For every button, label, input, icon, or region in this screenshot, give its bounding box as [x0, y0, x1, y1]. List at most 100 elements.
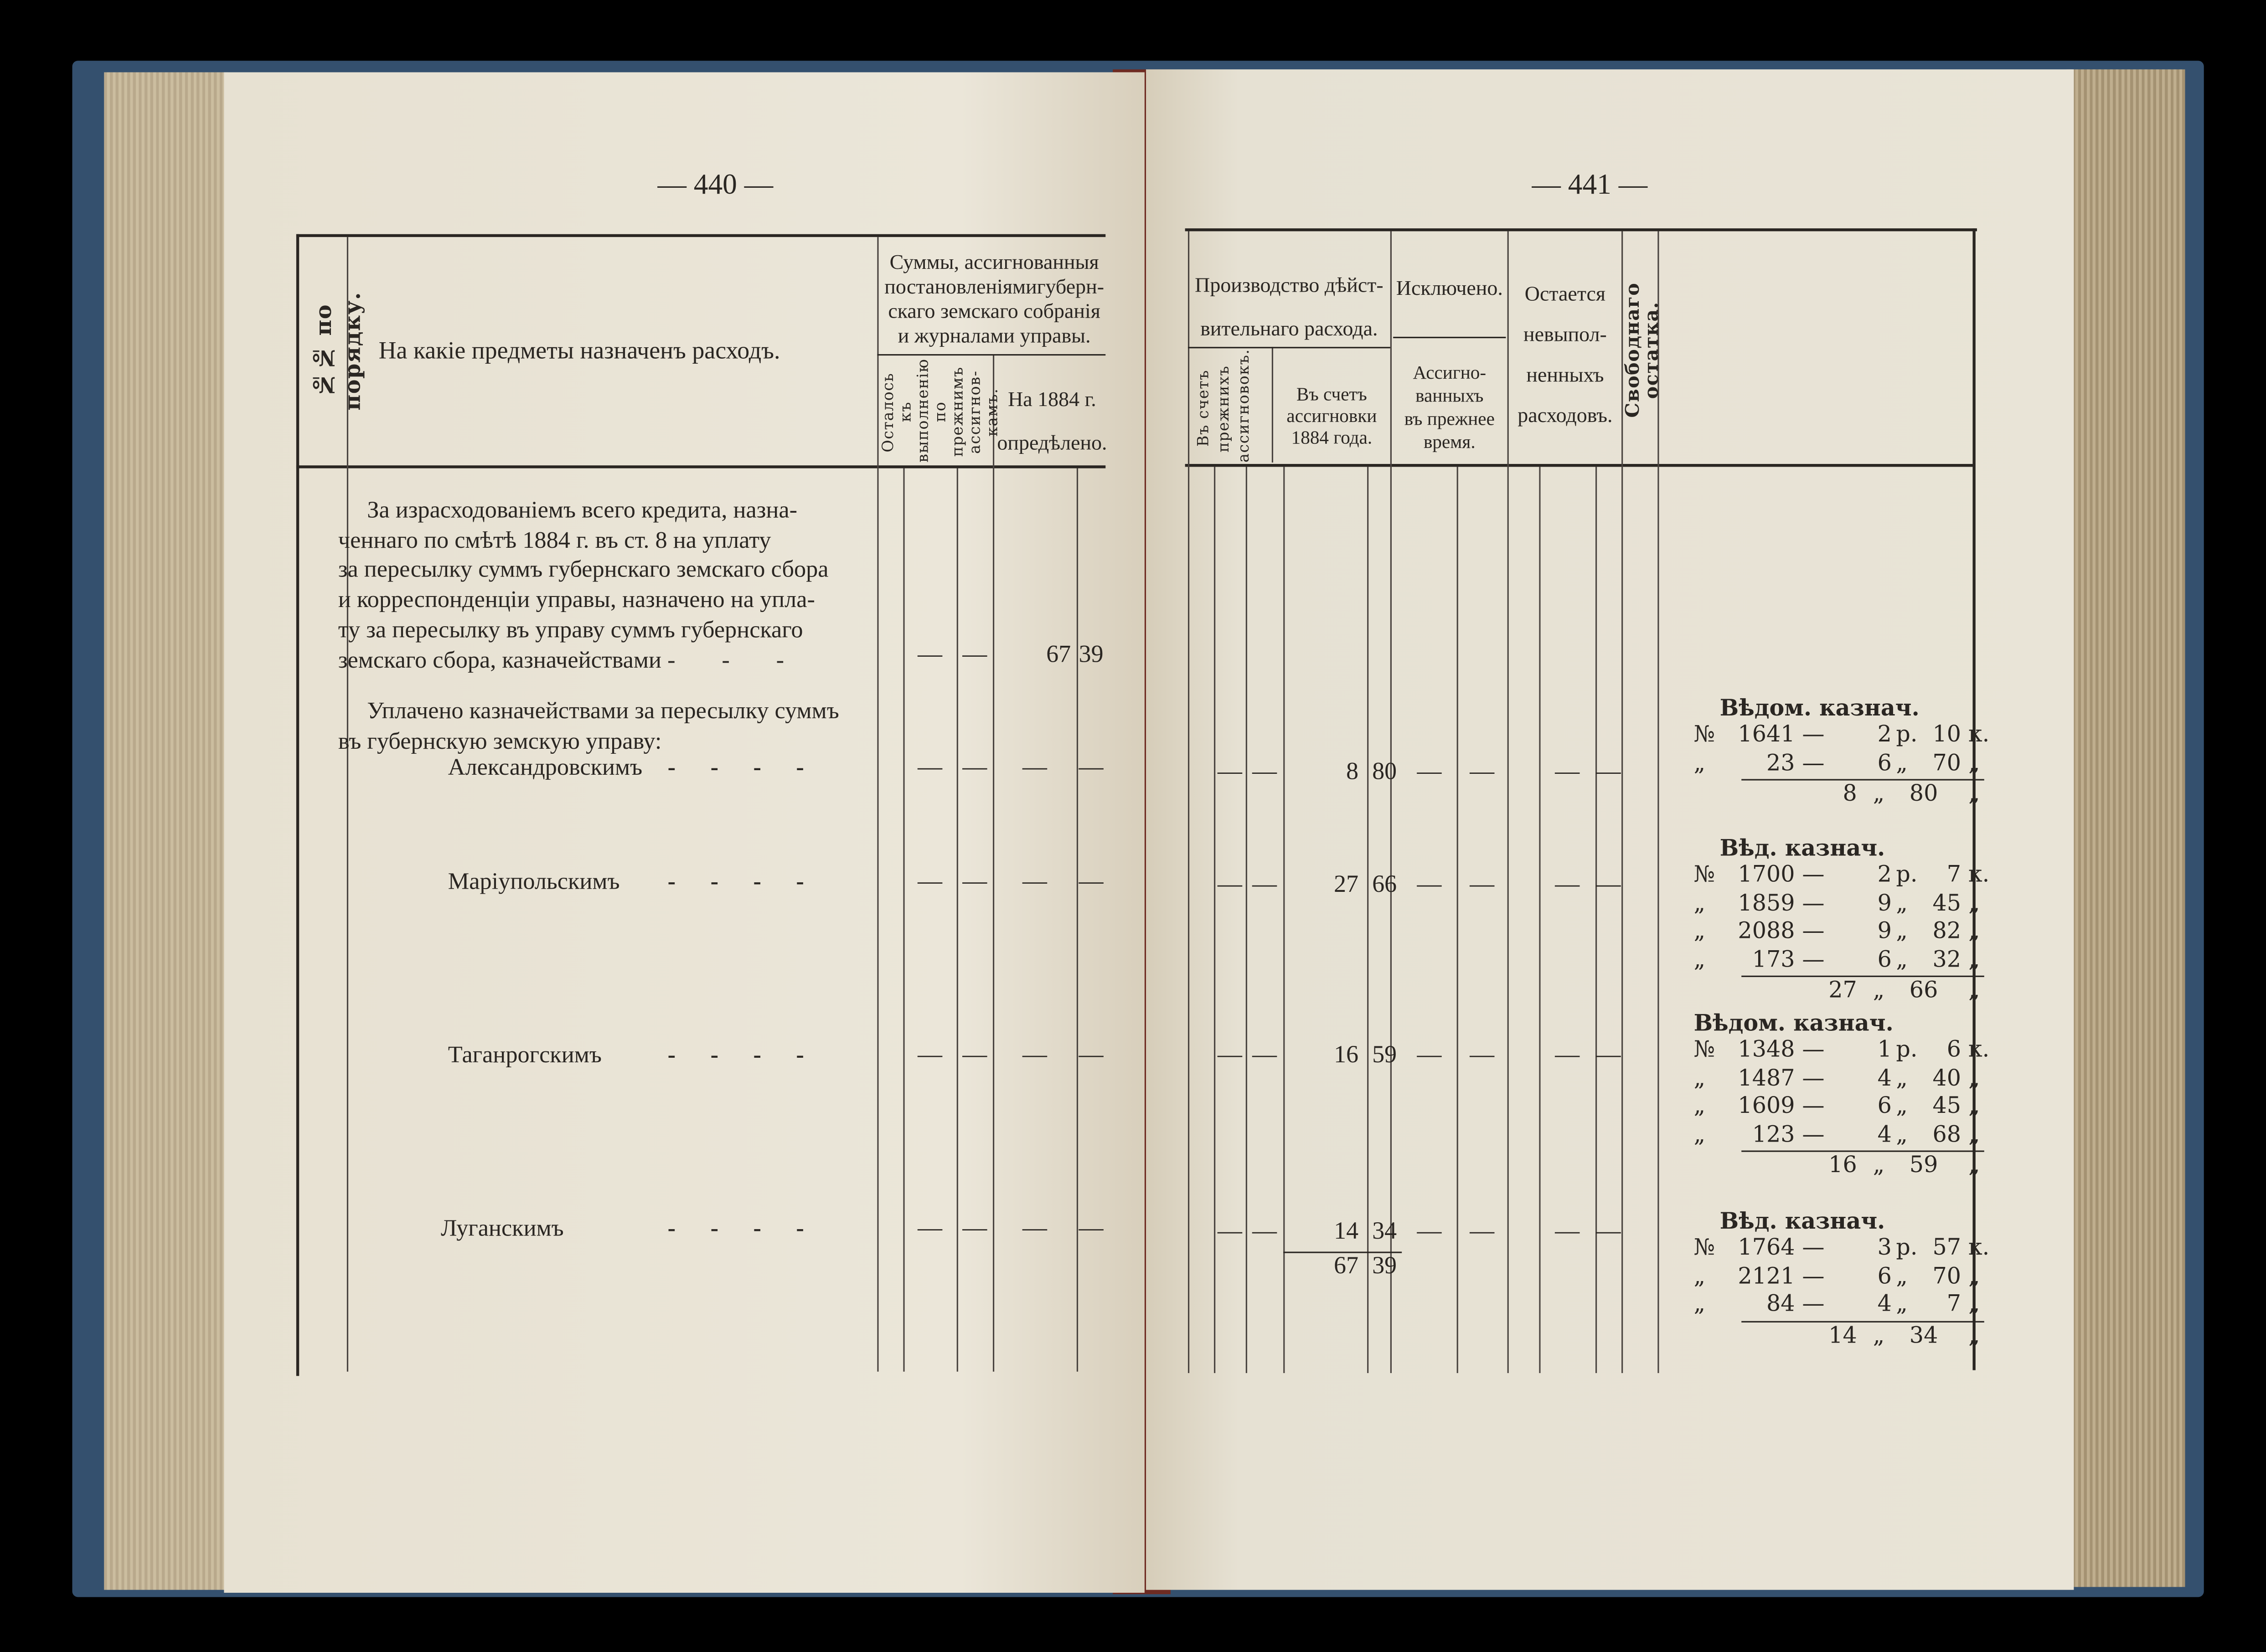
- column-divider: [1657, 231, 1659, 1373]
- year-column-header: На 1884 г. опредѣлено.: [996, 379, 1108, 465]
- text-span: Уплачено казначействами за пересылку сум…: [367, 696, 839, 724]
- text-span: въ прежнее: [1404, 407, 1495, 429]
- table-rule: [1187, 347, 1390, 349]
- text-span: „: [1968, 1092, 1980, 1119]
- value-cell: —: [1417, 1217, 1442, 1245]
- text-span: ассигновки: [1286, 405, 1377, 427]
- sum-rule: [1741, 975, 1984, 977]
- text-span: 57: [1932, 1234, 1961, 1261]
- right-page-edges: [2066, 69, 2185, 1587]
- text-span: „: [1968, 1291, 1980, 1317]
- value-cell: —: [1555, 870, 1580, 898]
- sums-column-header: Суммы, ассигнованныя постановленіямигубер…: [880, 252, 1109, 350]
- value-cell: —: [1555, 757, 1580, 785]
- value-cell: 34: [1372, 1217, 1397, 1245]
- sum-rule: [1741, 1150, 1984, 1152]
- note-row: № 1348 — 1 р. 6 к.: [1694, 1036, 1990, 1064]
- text-span: опредѣлено.: [997, 432, 1107, 456]
- column-divider: [1390, 231, 1392, 1373]
- value-cell: —: [1596, 870, 1621, 898]
- text-span: 173: [1752, 946, 1795, 972]
- text-span: 82: [1932, 917, 1961, 944]
- text-span: „: [1968, 977, 1980, 1004]
- excluded-prior-header: Ассигно-ванныхъ въ прежнее время.: [1392, 361, 1507, 454]
- table-top-rule: [1185, 228, 1977, 232]
- note-row: „ 173—6 „ 32 „: [1694, 946, 1983, 973]
- text-span: 16: [1828, 1152, 1857, 1178]
- text-span: „: [1968, 1152, 1980, 1178]
- text-span: Остается: [1524, 283, 1606, 307]
- column-divider: [1214, 467, 1216, 1373]
- note-row: № 1641 — 2 р. 10 к.: [1693, 721, 1990, 749]
- text-span: 2: [1877, 861, 1892, 888]
- value-cell: —: [1596, 757, 1621, 785]
- table-rule: [877, 354, 1106, 356]
- value-cell: —: [1217, 1040, 1242, 1068]
- text-span: —: [1802, 917, 1825, 944]
- actual-expense-header: Производство дѣйст-вительнаго расхода.: [1188, 264, 1390, 351]
- value-cell: —: [1079, 1214, 1104, 1242]
- text-span: 8: [1843, 780, 1857, 807]
- text-span: На 1884 г.: [1008, 389, 1096, 412]
- text-span: „: [1968, 1262, 1980, 1289]
- value-cell: —: [918, 1214, 943, 1242]
- text-span: 3: [1877, 1234, 1892, 1261]
- text-span: „: [1968, 780, 1980, 807]
- value-cell: 16: [1334, 1040, 1359, 1068]
- text-span: 4: [1877, 1064, 1892, 1091]
- text-span: 80: [1909, 780, 1938, 807]
- text-span: „: [1968, 917, 1980, 944]
- table-rule: [1393, 336, 1506, 339]
- text-span: №: [1693, 721, 1715, 747]
- value-cell: —: [1417, 757, 1442, 785]
- left-page: [224, 72, 1145, 1593]
- text-span: „: [1693, 1092, 1706, 1119]
- text-span: - - -: [667, 645, 805, 673]
- text-span: 34: [1909, 1322, 1938, 1348]
- text-span: 2088: [1738, 917, 1795, 944]
- text-span: невыпол-: [1523, 324, 1607, 347]
- value-cell: —: [1079, 753, 1104, 781]
- text-span: 6: [1877, 1092, 1892, 1119]
- text-span: „: [1693, 1291, 1706, 1317]
- dot-leader: - - - -: [667, 1040, 819, 1068]
- text-span: 6: [1946, 1036, 1961, 1063]
- text-span: ассигнов-: [966, 370, 984, 454]
- note-total: 14 „ 34 „: [1694, 1322, 1983, 1349]
- column-divider: [1595, 467, 1597, 1373]
- note-row: „ 84—4 „ 7 „: [1694, 1291, 1983, 1318]
- text-span: 14: [1828, 1322, 1857, 1348]
- text-span: 23: [1766, 749, 1795, 776]
- text-span: „: [1873, 1152, 1885, 1178]
- text-span: 1348: [1738, 1036, 1795, 1063]
- column-divider: [1076, 468, 1079, 1372]
- value-cell: —: [1470, 757, 1495, 785]
- note-heading: Вѣд. казнач.: [1719, 1207, 1885, 1235]
- text-span: —: [1802, 1121, 1825, 1147]
- value-cell: —: [1596, 1217, 1621, 1245]
- text-span: к.: [1968, 721, 1990, 747]
- dot-leader: - - - -: [667, 753, 819, 781]
- text-span: р.: [1896, 1036, 1918, 1063]
- text-span: „: [1968, 946, 1980, 972]
- value-cell: —: [1252, 870, 1277, 898]
- text-span: время.: [1423, 431, 1476, 453]
- text-span: „: [1693, 946, 1706, 972]
- value-cell: 59: [1372, 1040, 1397, 1068]
- text-span: въ губернскую земскую управу:: [338, 726, 662, 754]
- value-cell: —: [918, 753, 943, 781]
- column-divider: [1539, 467, 1541, 1373]
- dot-leader: - - - -: [667, 1214, 819, 1242]
- text-span: —: [1802, 890, 1825, 916]
- text-span: 66: [1909, 977, 1938, 1004]
- note-total: 27 „ 66 „: [1694, 977, 1983, 1004]
- excluded-header: Исключено.: [1396, 277, 1503, 301]
- item-label: Луганскимъ: [440, 1214, 564, 1242]
- paragraph-credit: За израсходованіемъ всего кредита, назна…: [338, 496, 829, 675]
- text-span: р.: [1896, 721, 1918, 747]
- text-span: за пересылку суммъ губернскаго земскаго …: [338, 556, 829, 583]
- text-span: 1859: [1738, 890, 1795, 916]
- text-span: 1764: [1738, 1234, 1795, 1261]
- text-span: Производство дѣйст-: [1195, 274, 1383, 298]
